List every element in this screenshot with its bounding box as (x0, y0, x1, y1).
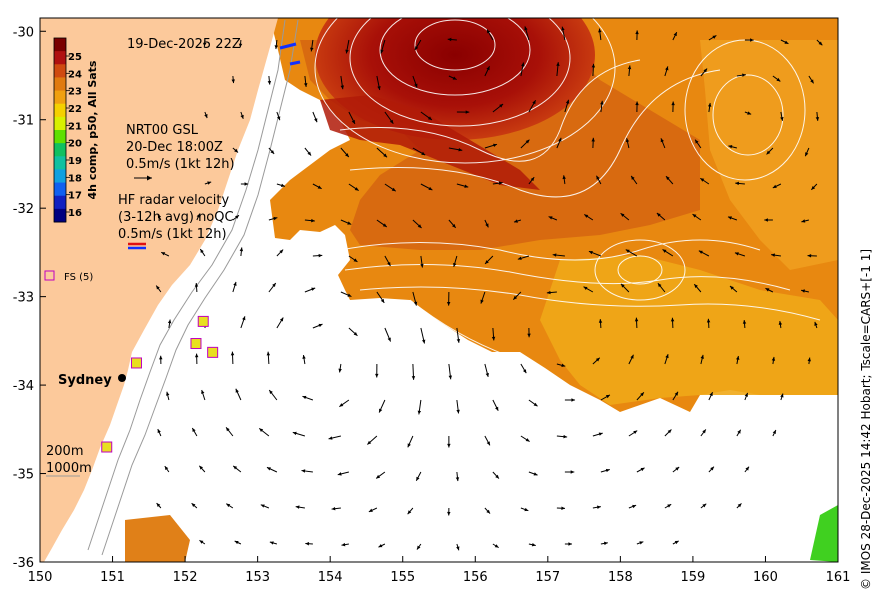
colorbar-tick-label: 20 (68, 139, 82, 150)
x-axis-ticks: 150 151 152 153 154 155 156 157 158 159 160 161 (28, 556, 851, 585)
sst-hot-tongue (320, 95, 540, 190)
y-tick-label: -34 (13, 379, 34, 394)
fs-station-marker (101, 441, 113, 453)
y-tick-label: -36 (13, 556, 34, 571)
fs-stations (101, 315, 219, 453)
x-tick-label: 150 (28, 570, 53, 585)
colorbar-title: 4h comp, p50, All Sats (86, 60, 99, 199)
fs-legend-label: FS (5) (64, 272, 93, 283)
colorbar-segment (54, 156, 66, 170)
colorbar-segment (54, 195, 66, 210)
sst-coastal-patch (125, 515, 190, 562)
fs-station-marker (197, 315, 209, 327)
radar-legend-line-1: HF radar velocity (118, 193, 230, 208)
x-tick-label: 159 (680, 570, 705, 585)
x-tick-label: 151 (100, 570, 125, 585)
y-axis-ticks: -30 -31 -32 -33 -34 -35 -36 (13, 25, 46, 571)
depth-label-200m: 200m (46, 444, 83, 459)
radar-legend-line-2: (3-12h avg) noQC (118, 210, 234, 225)
sst-cool-patch (810, 505, 838, 562)
x-tick-label: 153 (245, 570, 270, 585)
colorbar-tick-label: 18 (68, 173, 82, 184)
colorbar-tick-label: 22 (68, 104, 82, 115)
model-legend-line-3: 0.5m/s (1kt 12h) (126, 157, 235, 172)
colorbar-tick-label: 23 (68, 87, 82, 98)
city-marker (118, 374, 126, 382)
colorbar-segment (54, 38, 66, 52)
colorbar-segment (54, 169, 66, 184)
colorbar-tick-label: 19 (68, 156, 82, 167)
radar-velocity-legend: HF radar velocity (3-12h avg) noQC 0.5m/… (118, 193, 234, 250)
credit-text: © IMOS 28-Dec-2025 14:42 Hobart; Tscale=… (859, 248, 873, 590)
sst-orange-field (700, 40, 838, 270)
colorbar-tick-label: 17 (68, 191, 82, 202)
model-velocity-legend: NRT00 GSL 20-Dec 18:00Z 0.5m/s (1kt 12h) (126, 123, 235, 181)
fs-legend-marker (44, 270, 55, 281)
x-tick-label: 158 (608, 570, 633, 585)
y-tick-label: -33 (13, 291, 34, 306)
colorbar-segment (54, 116, 66, 131)
colorbar-segment (54, 51, 66, 65)
colorbar-tick-label: 21 (68, 121, 82, 132)
model-legend-line-1: NRT00 GSL (126, 123, 199, 138)
colorbar-segment (54, 208, 66, 223)
ssh-contours (314, 18, 821, 361)
colorbar-segment (54, 77, 66, 92)
x-tick-label: 161 (826, 570, 851, 585)
colorbar-frame (53, 37, 67, 223)
y-tick-label: -35 (13, 468, 34, 483)
colorbar-tick-label: 25 (68, 52, 82, 63)
colorbar: 25 24 23 22 21 20 19 18 17 16 4h comp, p50, All S… (53, 37, 99, 223)
y-tick-label: -30 (13, 25, 34, 40)
fs-station-marker (207, 346, 219, 358)
x-tick-label: 152 (173, 570, 198, 585)
model-scale-arrowhead (147, 175, 152, 181)
colorbar-segment (54, 103, 66, 118)
date-label: 19-Dec-2025 22Z (127, 37, 241, 52)
plot-frame (39, 17, 839, 563)
model-legend-line-2: 20-Dec 18:00Z (126, 140, 223, 155)
depth-label-1000m: 1000m (46, 461, 92, 476)
colorbar-tick-label: 16 (68, 208, 82, 219)
x-tick-label: 160 (753, 570, 778, 585)
x-tick-label: 156 (463, 570, 488, 585)
colorbar-segment (54, 64, 66, 78)
fs-station-marker (130, 357, 142, 369)
sst-orange-south (540, 255, 838, 405)
colorbar-tick-label: 24 (68, 69, 82, 80)
fs-station-marker (190, 338, 202, 350)
y-tick-label: -31 (13, 114, 34, 129)
city-label: Sydney (58, 373, 112, 388)
x-tick-label: 154 (318, 570, 343, 585)
colorbar-segment (54, 90, 66, 105)
x-tick-label: 157 (535, 570, 560, 585)
colorbar-segment (54, 182, 66, 197)
map-plot-area (40, 18, 838, 562)
radar-legend-line-3: 0.5m/s (1kt 12h) (118, 227, 227, 242)
colorbar-segment (54, 130, 66, 144)
isobath-1000m (101, 19, 299, 556)
velocity-arrows (155, 26, 823, 551)
y-tick-label: -32 (13, 202, 34, 217)
colorbar-segment (54, 143, 66, 157)
x-tick-label: 155 (390, 570, 415, 585)
isobath-200m (87, 19, 286, 551)
hf-radar-vectors (279, 42, 301, 66)
